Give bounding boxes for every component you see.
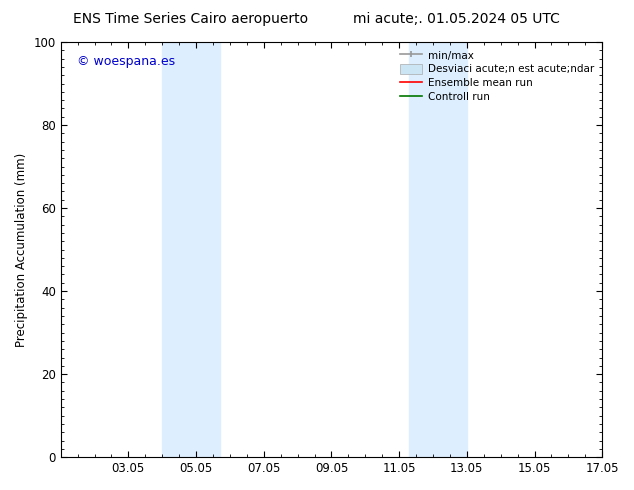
- Text: ENS Time Series Cairo aeropuerto: ENS Time Series Cairo aeropuerto: [73, 12, 307, 26]
- Text: © woespana.es: © woespana.es: [77, 54, 175, 68]
- Bar: [410, 42, 467, 457]
- Bar: [162, 42, 220, 457]
- Y-axis label: Precipitation Accumulation (mm): Precipitation Accumulation (mm): [15, 152, 28, 347]
- Legend: min/max, Desviaci acute;n est acute;ndar, Ensemble mean run, Controll run: min/max, Desviaci acute;n est acute;ndar…: [396, 47, 597, 105]
- Text: mi acute;. 01.05.2024 05 UTC: mi acute;. 01.05.2024 05 UTC: [353, 12, 560, 26]
